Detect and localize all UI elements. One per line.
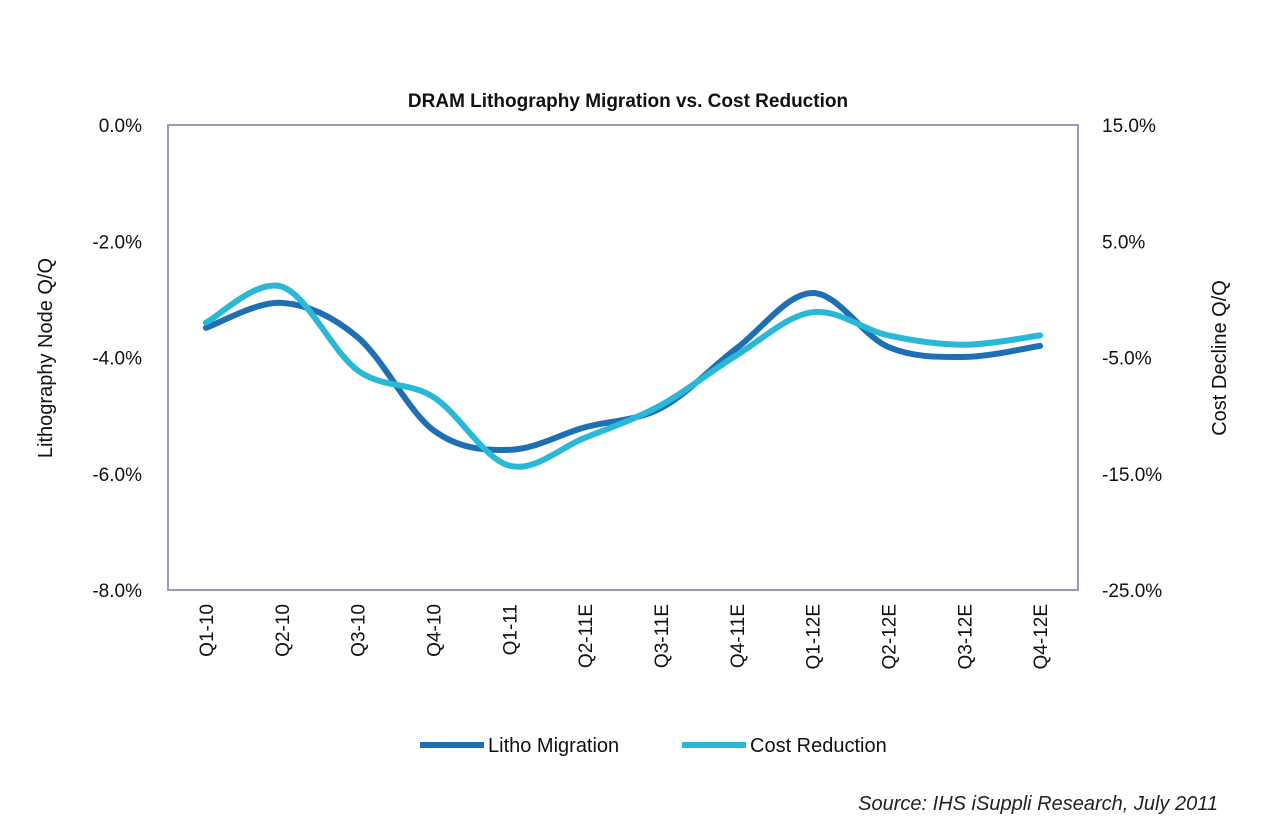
legend-label: Cost Reduction [750,735,887,757]
x-tick-label: Q2-12E [879,604,900,669]
y-axis-label: Lithography Node Q/Q [35,258,57,458]
x-tick-label: Q1-10 [197,604,218,657]
y2-tick-label: -5.0% [1102,349,1152,370]
series-line-litho-migration [202,289,1044,453]
x-tick-label: Q4-11E [728,604,749,668]
y-tick-label: -6.0% [92,465,142,486]
y2-tick-label: 5.0% [1102,232,1145,253]
y-tick-label: -4.0% [92,349,142,370]
x-tick-label: Q1-12E [804,604,825,669]
plot-area [167,124,1079,591]
y-tick-label: -8.0% [92,581,142,602]
x-tick-label: Q4-10 [424,604,445,657]
y-tick-label: -2.0% [92,232,142,253]
x-tick-label: Q2-11E [576,604,597,668]
y-tick-label: 0.0% [99,116,142,137]
x-tick-label: Q4-12E [1031,604,1052,669]
chart-title: DRAM Lithography Migration vs. Cost Redu… [408,91,848,112]
series-line-cost-reduction [202,282,1044,470]
legend-label: Litho Migration [488,735,619,757]
y2-tick-label: -25.0% [1102,581,1162,602]
x-tick-label: Q3-10 [349,604,370,657]
x-tick-label: Q1-11 [500,604,521,655]
x-tick-label: Q3-12E [955,604,976,669]
y2-tick-label: -15.0% [1102,465,1162,486]
x-tick-label: Q2-10 [273,604,294,657]
y2-tick-label: 15.0% [1102,116,1156,137]
y2-axis-label: Cost Decline Q/Q [1209,280,1231,436]
source-note: Source: IHS iSuppli Research, July 2011 [858,793,1218,815]
x-tick-label: Q3-11E [652,604,673,668]
